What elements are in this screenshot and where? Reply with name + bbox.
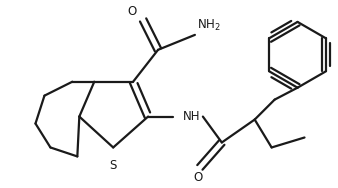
Text: O: O	[128, 5, 137, 18]
Text: NH: NH	[183, 110, 200, 123]
Text: O: O	[193, 171, 202, 184]
Text: S: S	[110, 159, 117, 172]
Text: NH$_2$: NH$_2$	[197, 18, 221, 33]
